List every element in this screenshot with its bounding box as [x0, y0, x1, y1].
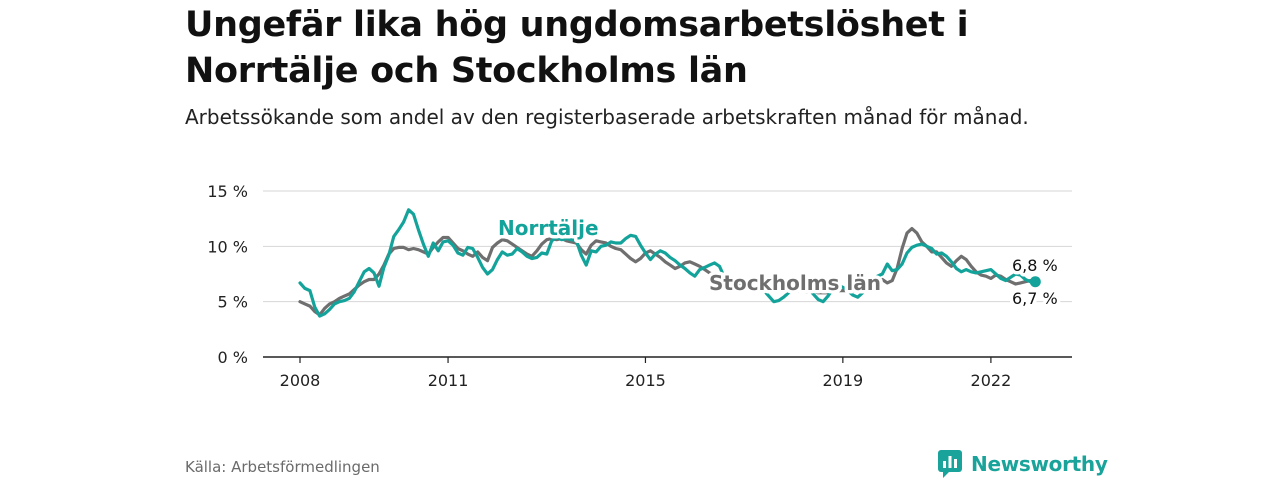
end-label-norrtalje: 6,8 % — [1012, 256, 1058, 275]
newsworthy-logo-icon — [938, 450, 962, 478]
norrtalje-endpoint — [1029, 276, 1041, 288]
x-tick-label: 2022 — [971, 371, 1012, 390]
series-label-stockholms-lan-halo: Stockholms län — [709, 271, 881, 295]
chart-title: Ungefär lika hög ungdomsarbetslöshet i N… — [185, 5, 969, 91]
brand-name: Newsworthy — [971, 452, 1108, 476]
x-tick-label: 2019 — [822, 371, 863, 390]
y-tick-label: 15 % — [207, 182, 248, 201]
gridlines — [263, 190, 1072, 358]
end-label-stockholms-lan-halo: 6,7 % — [1012, 289, 1058, 308]
end-label-norrtalje-halo: 6,8 % — [1012, 256, 1058, 275]
series-line-norrtalje — [298, 208, 1037, 318]
newsworthy-brand[interactable]: Newsworthy — [937, 448, 1108, 480]
chart-subtitle: Arbetssökande som andel av den registerb… — [185, 105, 1029, 129]
x-axis: 2008 2011 2015 2019 2022 — [280, 357, 1012, 390]
x-tick-label: 2015 — [625, 371, 666, 390]
y-tick-label: 10 % — [207, 237, 248, 256]
series-label-norrtalje: Norrtälje — [498, 216, 599, 240]
y-tick-label: 0 % — [218, 348, 248, 367]
x-tick-label: 2008 — [280, 371, 321, 390]
series-label-stockholms-lan: Stockholms län — [709, 271, 881, 295]
series-lines — [298, 208, 1041, 318]
series-line-stockholms-lan — [298, 227, 1037, 317]
series-label-norrtalje-halo: Norrtälje — [498, 216, 599, 240]
end-label-stockholms-lan: 6,7 % — [1012, 289, 1058, 308]
source-note: Källa: Arbetsförmedlingen — [185, 458, 380, 476]
x-tick-label: 2011 — [428, 371, 469, 390]
y-tick-label: 5 % — [218, 293, 248, 312]
y-axis: 0 % 5 % 10 % 15 % — [207, 182, 248, 367]
